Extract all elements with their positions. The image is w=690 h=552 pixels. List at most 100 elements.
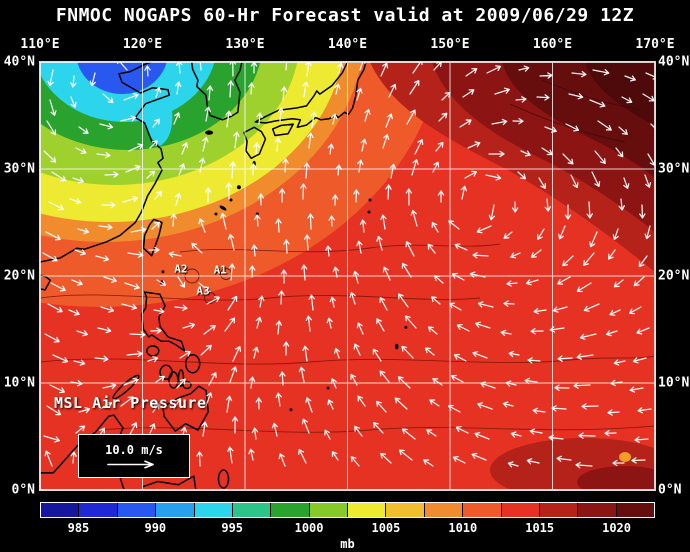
wind-arrow-icon [475, 321, 491, 329]
wind-arrow-icon [275, 392, 282, 407]
wind-arrow-icon [168, 251, 182, 258]
wind-arrow-icon [170, 213, 177, 227]
wind-arrow-icon [325, 245, 332, 257]
wind-arrow-icon [589, 99, 606, 108]
wind-arrow-icon [410, 209, 418, 227]
lon-tick-label: 140°E [327, 37, 368, 52]
wind-arrow-icon [426, 429, 437, 437]
map-variable-label: MSL Air Pressure [54, 394, 207, 412]
wind-arrow-icon [437, 190, 445, 203]
wind-scale-legend: 10.0 m/s [78, 434, 190, 478]
wind-arrow-icon [75, 147, 87, 155]
wind-arrow-icon [151, 221, 160, 230]
wind-arrow-icon [401, 262, 412, 278]
wind-arrow-icon [467, 141, 481, 149]
wind-arrow-icon [152, 403, 160, 413]
wind-arrow-icon [252, 346, 259, 359]
wind-arrow-icon [476, 225, 492, 234]
wind-arrow-icon [148, 246, 160, 254]
wind-arrow-icon [255, 397, 263, 410]
wind-arrow-icon [379, 370, 390, 383]
wind-arrow-icon [335, 164, 342, 176]
wind-arrow-icon [520, 150, 531, 157]
wind-arrow-icon [229, 62, 236, 77]
wind-arrow-icon [536, 228, 545, 240]
wind-arrow-icon [233, 131, 240, 149]
wind-arrow-icon [594, 150, 606, 164]
wind-arrow-icon [448, 220, 460, 230]
lat-tick-label: 10°N [3, 375, 35, 391]
lat-tick-label: 20°N [3, 268, 35, 284]
colorbar-tick-label: 990 [144, 521, 167, 535]
wind-arrow-icon [451, 272, 465, 281]
wind-arrow-icon [152, 118, 160, 128]
wind-arrow-icon [432, 161, 440, 173]
wind-arrow-icon [204, 106, 211, 122]
wind-arrow-icon [49, 384, 66, 394]
wind-arrow-icon [459, 119, 472, 128]
wind-arrow-icon [397, 376, 411, 389]
wind-arrow-icon [176, 62, 183, 74]
wind-arrow-icon [251, 244, 258, 257]
lon-tick-label: 170°E [635, 37, 675, 52]
wind-arrow-icon [44, 450, 53, 467]
wind-arrow-icon [517, 171, 526, 180]
wind-arrow-icon [532, 407, 546, 415]
wind-arrow-icon [558, 225, 566, 240]
wind-arrow-icon [456, 324, 470, 332]
wind-arrow-icon [359, 62, 366, 71]
wind-arrow-icon [533, 307, 547, 315]
wind-arrow-icon [589, 231, 598, 248]
wind-arrow-icon [472, 351, 488, 359]
wind-arrow-icon [530, 327, 544, 335]
wind-arrow-icon [303, 162, 310, 179]
wind-arrow-icon [147, 356, 159, 363]
wind-arrow-icon [576, 353, 594, 360]
wind-arrow-icon [438, 112, 448, 122]
storm-label-a3: A3 [196, 284, 210, 298]
wind-arrow-icon [101, 201, 116, 209]
wind-arrow-icon [176, 378, 186, 389]
wind-arrow-icon [225, 395, 233, 413]
wind-arrow-icon [447, 404, 461, 413]
wind-arrow-icon [146, 170, 156, 179]
wind-arrow-icon [389, 163, 397, 179]
wind-arrow-icon [631, 457, 646, 464]
wind-arrow-icon [71, 279, 83, 286]
wind-arrow-icon [205, 392, 213, 407]
axis-right: 40°N 30°N 20°N 10°N 0°N [658, 55, 690, 498]
wind-arrow-icon [95, 255, 110, 262]
colorbar-segment [79, 503, 118, 517]
wind-arrow-icon [591, 171, 601, 188]
wind-arrow-icon [124, 282, 140, 290]
wind-arrow-icon [307, 213, 314, 230]
wind-arrow-icon [305, 62, 312, 77]
wind-arrow-icon [76, 330, 89, 337]
coast-mindanao [162, 385, 209, 432]
wind-arrow-icon [500, 329, 512, 337]
wind-arrow-icon [327, 143, 335, 155]
wind-arrow-icon [174, 81, 182, 95]
wind-arrow-icon [231, 416, 239, 434]
wind-arrow-icon [334, 83, 341, 95]
wind-arrow-icon [298, 448, 307, 464]
wind-arrow-icon [385, 184, 392, 200]
wind-arrow-icon [349, 291, 356, 305]
wind-arrow-icon [179, 350, 191, 359]
wind-arrow-icon [453, 353, 467, 362]
wind-arrow-icon [227, 295, 238, 311]
coast-hainan [40, 274, 52, 291]
colorbar [40, 502, 655, 518]
wind-arrow-icon [181, 142, 189, 155]
colorbar-segment [117, 503, 157, 517]
wind-arrow-icon [527, 357, 541, 364]
wind-arrow-icon [357, 395, 366, 407]
wind-arrow-icon [488, 150, 505, 158]
wind-arrow-icon [508, 350, 520, 358]
wind-arrow-icon [78, 406, 91, 414]
wind-arrow-icon [70, 380, 83, 387]
wind-arrow-icon [302, 81, 309, 98]
wind-arrow-icon [333, 347, 341, 359]
wind-arrow-icon [637, 407, 652, 414]
wind-arrow-icon [556, 455, 572, 463]
